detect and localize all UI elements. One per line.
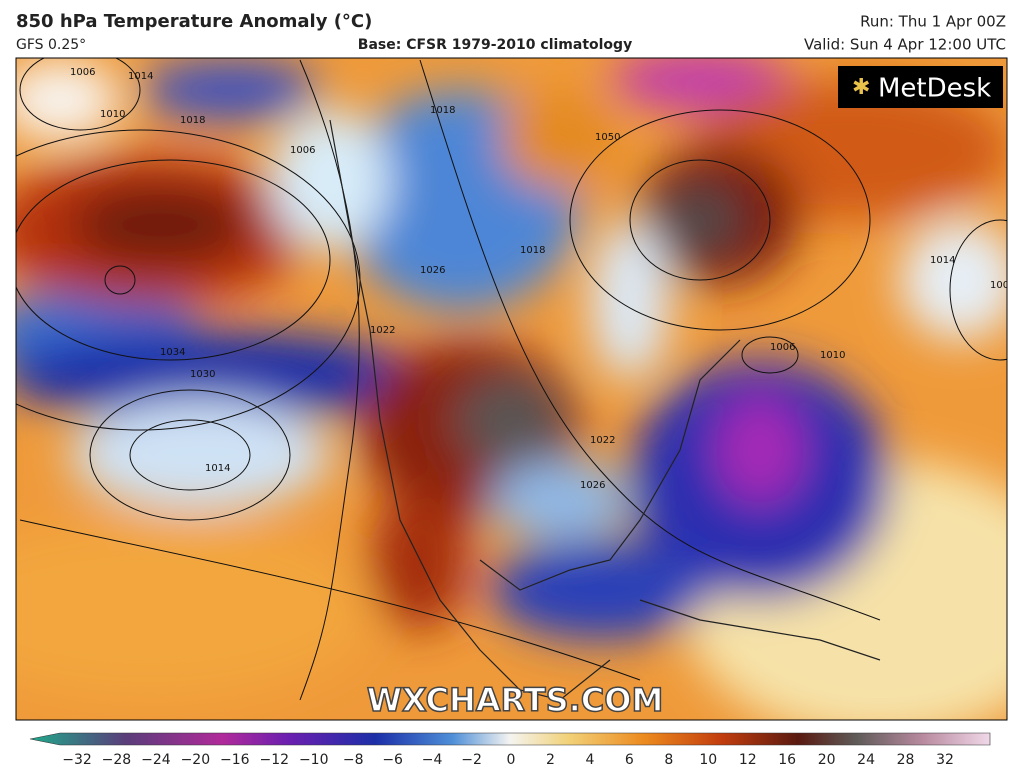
colorbar-label: −10 — [299, 752, 329, 768]
colorbar-label: −6 — [382, 752, 403, 768]
isobar-label: 1014 — [128, 71, 153, 82]
logo-icon: ✱ — [852, 75, 870, 100]
colorbar-label: −8 — [343, 752, 364, 768]
watermark: WXCHARTS.COM — [367, 681, 664, 719]
isobar-label: 1006 — [70, 67, 95, 78]
colorbar-label: 6 — [625, 752, 634, 768]
colorbar-labels: −32 −28 −24 −20 −16 −12 −10 −8 −6 −4 −2 0 2 4 6 8 10 12 16… — [62, 752, 954, 768]
colorbar-label: 4 — [585, 752, 594, 768]
map-title: 850 hPa Temperature Anomaly (°C) — [16, 11, 372, 32]
isobar-label: 1002 — [990, 280, 1015, 291]
isobar-label-group: 1006 1014 1010 1018 1034 1030 1014 1006 1018 1050… — [70, 67, 1015, 491]
isobar-label: 1026 — [580, 480, 605, 491]
colorbar-label: 16 — [778, 752, 796, 768]
isobars — [16, 58, 1007, 701]
colorbar-label: 32 — [936, 752, 954, 768]
isobar-label: 1014 — [205, 463, 230, 474]
colorbar-label: 24 — [857, 752, 875, 768]
colorbar-label: 10 — [699, 752, 717, 768]
isobar-label: 1010 — [820, 350, 845, 361]
map-frame — [15, 57, 1008, 721]
isobar-label: 1026 — [420, 265, 445, 276]
colorbar-label: 2 — [546, 752, 555, 768]
colorbar-label: −12 — [259, 752, 289, 768]
logo-box — [838, 66, 1003, 108]
colorbar-label: 0 — [507, 752, 516, 768]
isobar-label: 1018 — [180, 115, 205, 126]
isobar-label: 1022 — [370, 325, 395, 336]
model-label: GFS 0.25° — [16, 37, 86, 53]
colorbar-label: −20 — [181, 752, 211, 768]
colorbar-label: −24 — [141, 752, 171, 768]
isobar-label: 1030 — [190, 369, 215, 380]
colorbar-label: −4 — [422, 752, 443, 768]
run-label: Run: Thu 1 Apr 00Z — [860, 13, 1006, 31]
colorbar-label: 12 — [739, 752, 757, 768]
base-label: Base: CFSR 1979-2010 climatology — [358, 37, 632, 53]
valid-label: Valid: Sun 4 Apr 12:00 UTC — [804, 36, 1006, 54]
colorbar-label: −32 — [62, 752, 92, 768]
map-area: 1006 1014 1010 1018 1034 1030 1014 1006 1018 1050… — [16, 58, 1015, 720]
isobar-label: 1010 — [100, 109, 125, 120]
colorbar — [29, 732, 991, 746]
colorbar-label: −28 — [102, 752, 132, 768]
isobar-label: 1034 — [160, 347, 185, 358]
isobar-label: 1006 — [290, 145, 315, 156]
isobar-label: 1018 — [520, 245, 545, 256]
isobar-label: 1022 — [590, 435, 615, 446]
colorbar-label: 20 — [818, 752, 836, 768]
logo-text: MetDesk — [878, 74, 991, 104]
isobar-label: 1050 — [595, 132, 620, 143]
isobar-label: 1014 — [930, 255, 955, 266]
colorbar-label: −16 — [220, 752, 250, 768]
colorbar-label: 8 — [664, 752, 673, 768]
coastlines — [329, 119, 881, 701]
colorbar-label: −2 — [461, 752, 482, 768]
colorbar-label: 28 — [897, 752, 915, 768]
isobar-label: 1018 — [430, 105, 455, 116]
isobar-label: 1006 — [770, 342, 795, 353]
